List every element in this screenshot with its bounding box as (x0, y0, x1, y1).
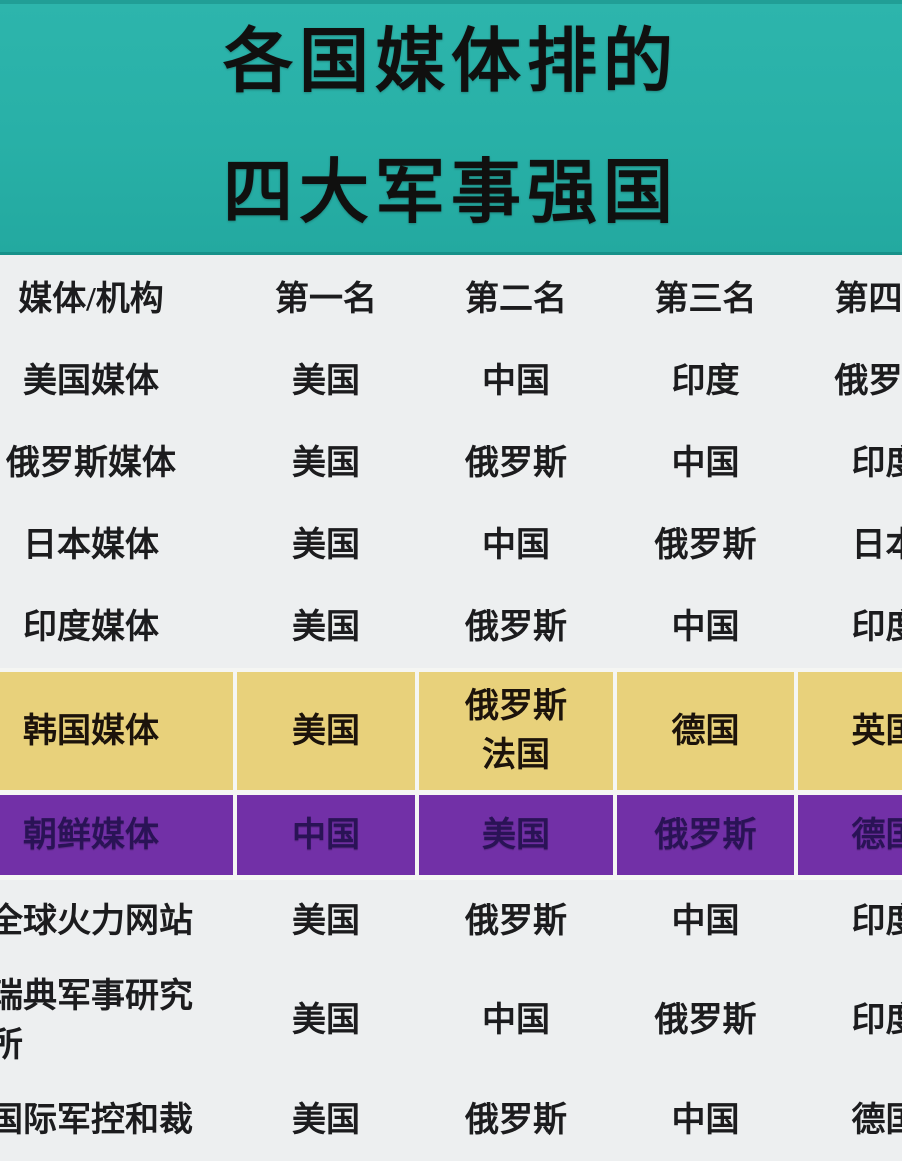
page-title-line2: 四大军事强国 (223, 154, 679, 232)
rank-cell: 俄罗斯 (654, 1002, 757, 1039)
table-row: 俄罗斯媒体 美国 俄罗斯 中国 印度 (0, 422, 902, 504)
table-row: 日本媒体 美国 中国 俄罗斯 日本 (0, 504, 902, 586)
rank-cell: 美国 (292, 1002, 360, 1039)
rank-cell: 美国 (292, 526, 360, 564)
table-row: 美国媒体 美国 中国 印度 俄罗斯 (0, 340, 902, 422)
rank-cell: 中国 (237, 795, 415, 875)
media-name-cell: 美国媒体 (0, 340, 233, 422)
row-separator (0, 668, 902, 672)
rank-cell: 中国 (482, 526, 550, 564)
rank-cell: 中国 (671, 902, 740, 940)
rank-cell: 俄罗斯 (617, 795, 794, 875)
rank-cell: 中国 (671, 444, 740, 482)
rank-cell: 美国 (292, 902, 360, 940)
media-name-cell: 瑞典军事研究 所 (0, 962, 233, 1079)
rank-cell: 俄罗斯 (465, 902, 567, 940)
table-row: 朝鲜媒体 中国美国俄罗斯德国 (0, 795, 902, 875)
media-name-label: 印度媒体 (23, 608, 159, 646)
table-header-row: 媒体/机构 第一名 第二名 第三名 第四名 (0, 258, 902, 340)
rank-cell: 俄罗斯 (465, 444, 567, 482)
media-name-label: 俄罗斯媒体 (6, 444, 176, 482)
row-separator (0, 875, 902, 880)
rank-cell: 中国 (482, 362, 550, 400)
header-cell: 第三名 (654, 280, 757, 318)
table-row: 全球火力网站 美国 俄罗斯 中国 印度 (0, 880, 902, 962)
media-name-cell: 朝鲜媒体 (0, 795, 233, 875)
rank-cell: 印度 (851, 608, 902, 646)
media-name-cell: 印度媒体 (0, 586, 233, 668)
title-banner: 各国媒体排的 四大军事强国 (0, 0, 902, 255)
table-row: 瑞典军事研究 所 美国 中国 俄罗斯 印度 (0, 962, 902, 1079)
media-name-label: 韩国媒体 (23, 712, 159, 750)
media-name-label: 全球火力网站 (0, 902, 193, 940)
media-name-label: 日本媒体 (23, 526, 159, 564)
rank-cell: 俄罗斯 (654, 526, 757, 564)
ranking-table: 媒体/机构第一名第二名第三名第四名美国媒体美国中国印度俄罗斯俄罗斯媒体美国俄罗斯… (0, 258, 902, 1161)
rank-cell: 美国 (237, 672, 415, 790)
rank-cell: 美国 (292, 444, 360, 482)
rank-cell: 中国 (482, 1002, 550, 1039)
media-name-cell: 俄罗斯媒体 (0, 422, 233, 504)
header-cell: 第四名 (834, 280, 902, 318)
rank-cell: 俄罗斯 (465, 1101, 567, 1139)
header-cell: 第一名 (275, 280, 377, 318)
rank-cell: 俄罗斯 法国 (419, 672, 613, 790)
media-name-cell: 国际军控和裁 (0, 1079, 233, 1161)
rank-cell: 美国 (292, 1101, 360, 1139)
header-cell: 第二名 (465, 280, 567, 318)
rank-cell: 德国 (617, 672, 794, 790)
table-row: 印度媒体 美国 俄罗斯 中国 印度 (0, 586, 902, 668)
media-name-cell: 韩国媒体 (0, 672, 233, 790)
media-name-label: 美国媒体 (23, 362, 159, 400)
table-row: 国际军控和裁 美国 俄罗斯 中国 德国 (0, 1079, 902, 1161)
rank-cell: 美国 (292, 608, 360, 646)
row-separator (0, 790, 902, 795)
rank-cell: 印度 (851, 1002, 902, 1039)
rank-cell: 美国 (419, 795, 613, 875)
rank-cell: 印度 (851, 902, 902, 940)
rank-cell: 印度 (851, 444, 902, 482)
rank-cell: 美国 (292, 362, 360, 400)
header-cell: 媒体/机构 (18, 280, 164, 318)
media-name-label: 朝鲜媒体 (23, 816, 159, 854)
rank-cell: 俄罗斯 (465, 608, 567, 646)
media-name-label: 瑞典军事研究 所 (0, 977, 193, 1064)
media-name-cell: 全球火力网站 (0, 880, 233, 962)
rank-cell: 日本 (851, 526, 902, 564)
page-title-line1: 各国媒体排的 (223, 23, 679, 101)
media-name-cell: 日本媒体 (0, 504, 233, 586)
rank-cell: 德国 (798, 795, 902, 875)
rank-cell: 中国 (671, 608, 740, 646)
rank-cell: 俄罗斯 (834, 362, 902, 400)
media-name-label: 国际军控和裁 (0, 1101, 193, 1139)
rank-cell: 德国 (851, 1101, 902, 1139)
rank-cell: 英国 (798, 672, 902, 790)
rank-cell: 中国 (671, 1101, 740, 1139)
rank-cell: 印度 (671, 362, 740, 400)
